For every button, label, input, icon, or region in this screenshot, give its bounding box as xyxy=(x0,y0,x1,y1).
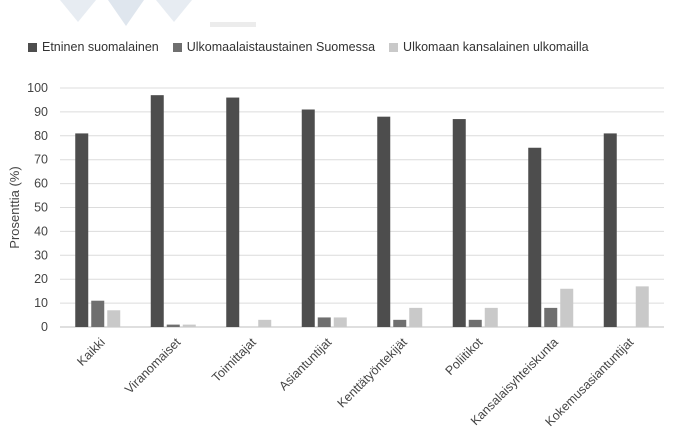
y-tick-label: 70 xyxy=(34,153,48,167)
y-tick-label: 0 xyxy=(41,320,48,334)
x-tick-label: Kaikki xyxy=(74,335,107,368)
y-tick-label: 60 xyxy=(34,177,48,191)
y-tick-label: 100 xyxy=(27,81,48,95)
legend-swatch xyxy=(389,42,399,52)
bar xyxy=(182,324,196,327)
bar xyxy=(317,317,331,327)
y-tick-label: 90 xyxy=(34,105,48,119)
legend-label: Ulkomaan kansalainen ulkomailla xyxy=(403,40,589,54)
y-tick-label: 40 xyxy=(34,224,48,238)
bar xyxy=(301,109,315,327)
bar xyxy=(635,286,649,327)
x-tick-label: Poliitikot xyxy=(443,335,486,378)
bar xyxy=(544,307,558,327)
bar xyxy=(91,300,105,327)
legend-swatch xyxy=(172,42,182,52)
y-axis-label: Prosenttia (%) xyxy=(7,166,22,248)
x-tick-label: Viranomaiset xyxy=(122,335,184,397)
bar xyxy=(603,133,617,327)
bar xyxy=(560,288,574,327)
y-tick-label: 50 xyxy=(34,201,48,215)
y-tick-label: 80 xyxy=(34,129,48,143)
bar xyxy=(150,95,164,327)
legend-item: Etninen suomalainen xyxy=(28,40,159,54)
bar xyxy=(409,307,423,327)
y-tick-label: 30 xyxy=(34,248,48,262)
legend-swatch xyxy=(28,42,37,52)
legend-item: Ulkomaalaistaustainen Suomessa xyxy=(172,40,376,54)
y-tick-label: 20 xyxy=(34,272,48,286)
legend: Etninen suomalainen Ulkomaalaistaustaine… xyxy=(28,40,589,54)
x-tick-label: Toimittajat xyxy=(209,335,259,385)
bar xyxy=(377,116,391,328)
x-tick-label: Kenttätyöntekijät xyxy=(335,335,411,411)
bar xyxy=(468,319,482,327)
bar xyxy=(528,147,542,327)
bar xyxy=(107,310,121,327)
bar xyxy=(484,307,498,327)
bar xyxy=(166,324,180,327)
bar xyxy=(393,319,407,327)
legend-label: Ulkomaalaistaustainen Suomessa xyxy=(186,40,376,54)
bar xyxy=(452,119,466,327)
watermark-logo xyxy=(60,0,256,27)
y-tick-label: 10 xyxy=(34,296,48,310)
bar xyxy=(333,317,347,327)
bar xyxy=(258,319,272,327)
legend-item: Ulkomaan kansalainen ulkomailla xyxy=(389,40,589,54)
bar xyxy=(75,133,89,327)
legend-label: Etninen suomalainen xyxy=(42,40,159,54)
bar xyxy=(226,97,240,327)
x-tick-label: Asiantuntijat xyxy=(276,335,334,393)
